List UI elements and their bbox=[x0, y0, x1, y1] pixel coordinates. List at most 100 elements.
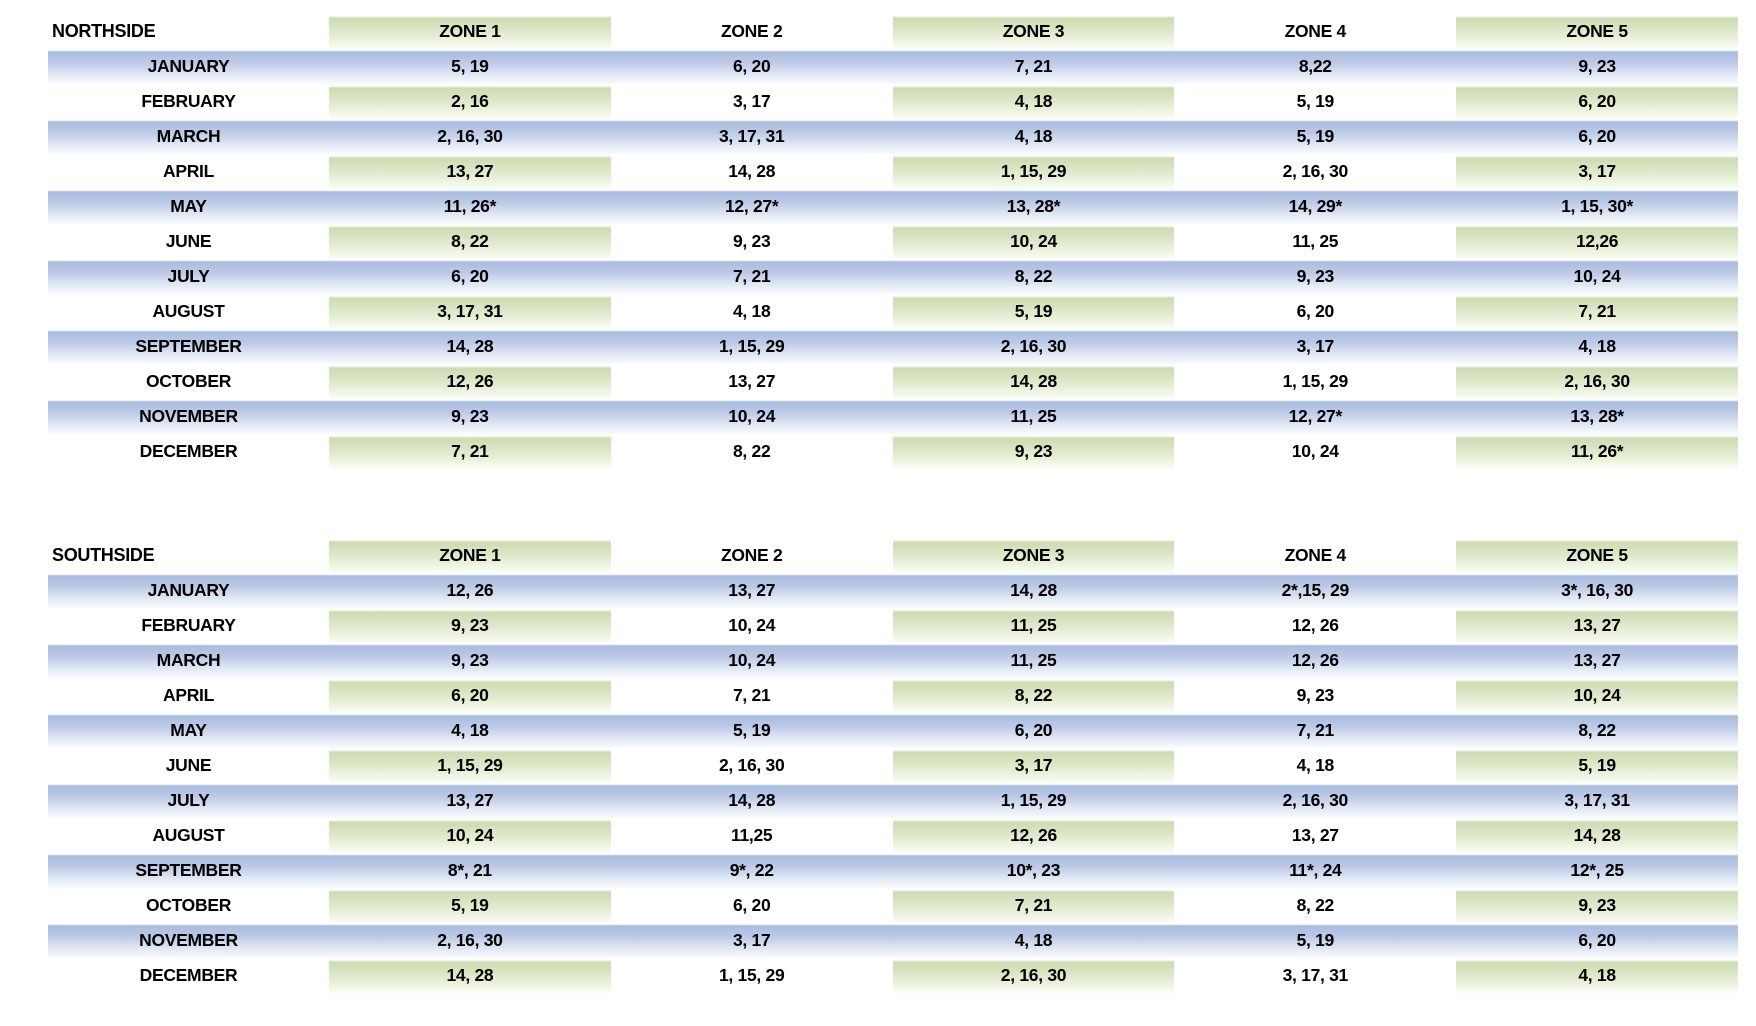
schedule-dates-cell: 7, 21 bbox=[329, 434, 611, 469]
schedule-dates-cell: 2, 16 bbox=[329, 84, 611, 119]
schedule-dates-cell: 2, 16, 30 bbox=[892, 958, 1175, 993]
schedule-dates-cell: 6, 20 bbox=[1456, 84, 1738, 119]
schedule-dates-cell: 5, 19 bbox=[892, 294, 1175, 329]
schedule-dates-cell: 13, 27 bbox=[446, 790, 494, 810]
schedule-dates-cell: 6, 20 bbox=[451, 266, 489, 286]
table-row: FEBRUARY 9, 23 10, 24 11, 25 12, 26 13, 27 bbox=[48, 608, 1738, 643]
zone-header: ZONE 1 bbox=[329, 14, 611, 49]
schedule-dates-cell: 7, 21 bbox=[1296, 720, 1335, 740]
month-label: SEPTEMBER bbox=[135, 860, 242, 880]
schedule-dates-cell: 1, 15, 29 bbox=[718, 336, 785, 356]
month-label: MAY bbox=[170, 196, 207, 216]
schedule-dates-cell: 1, 15, 29 bbox=[1282, 371, 1349, 391]
table-row: APRIL 13, 27 14, 28 1, 15, 29 2, 16, 30 3, 17 bbox=[48, 154, 1738, 189]
schedule-dates-cell: 6, 20 bbox=[1296, 301, 1335, 321]
schedule-dates-cell: 12,26 bbox=[1456, 224, 1738, 259]
schedule-dates-cell: 6, 20 bbox=[1578, 126, 1616, 146]
schedule-dates-cell: 3*, 16, 30 bbox=[1561, 580, 1634, 600]
schedule-dates-cell: 3, 17 bbox=[1456, 154, 1738, 189]
schedule-dates-cell: 3, 17 bbox=[892, 748, 1175, 783]
zone-header: ZONE 1 bbox=[329, 538, 611, 573]
schedule-dates-cell: 9, 23 bbox=[732, 231, 771, 251]
zone-header: ZONE 5 bbox=[1456, 538, 1738, 573]
table-row: JULY 6, 20 7, 21 8, 22 9, 23 10, 24 bbox=[48, 259, 1738, 294]
schedule-dates-cell: 8, 22 bbox=[329, 224, 611, 259]
table-row: JANUARY 12, 26 13, 27 14, 28 2*,15, 29 3*, 16… bbox=[48, 573, 1738, 608]
table-row: MARCH 2, 16, 30 3, 17, 31 4, 18 5, 19 6, 20 bbox=[48, 119, 1738, 154]
table-row: DECEMBER 7, 21 8, 22 9, 23 10, 24 11, 26* bbox=[48, 434, 1738, 469]
schedule-dates-cell: 8, 22 bbox=[1578, 720, 1616, 740]
schedule-dates-cell: 5, 19 bbox=[1296, 91, 1335, 111]
schedule-dates-cell: 1, 15, 29 bbox=[1000, 790, 1067, 810]
schedule-dates-cell: 14, 28 bbox=[728, 790, 776, 810]
schedule-dates-cell: 8, 22 bbox=[1014, 266, 1053, 286]
month-label: MARCH bbox=[156, 650, 221, 670]
schedule-dates-cell: 10, 24 bbox=[1291, 441, 1339, 461]
table-row: MAY 4, 18 5, 19 6, 20 7, 21 8, 22 bbox=[48, 713, 1738, 748]
schedule-dates-cell: 7, 21 bbox=[732, 685, 771, 705]
schedule-dates-cell: 9, 23 bbox=[1296, 266, 1335, 286]
schedule-dates-cell: 9, 23 bbox=[892, 434, 1175, 469]
table-row: AUGUST 3, 17, 31 4, 18 5, 19 6, 20 7, 21 bbox=[48, 294, 1738, 329]
schedule-dates-cell: 12, 27* bbox=[725, 196, 779, 216]
schedule-dates-cell: 13, 28* bbox=[1006, 196, 1061, 216]
schedule-dates-cell: 12, 26 bbox=[329, 364, 611, 399]
schedule-dates-cell: 7, 21 bbox=[1014, 56, 1053, 76]
schedule-dates-cell: 7, 21 bbox=[892, 888, 1175, 923]
schedule-dates-cell: 12, 26 bbox=[892, 818, 1175, 853]
table-row: OCTOBER 12, 26 13, 27 14, 28 1, 15, 29 2, 16,… bbox=[48, 364, 1738, 399]
zone-header: ZONE 4 bbox=[1284, 21, 1347, 41]
month-label: JANUARY bbox=[147, 580, 230, 600]
schedule-dates-cell: 2, 16, 30 bbox=[437, 126, 503, 146]
schedule-dates-cell: 11, 25 bbox=[1292, 231, 1339, 251]
schedule-dates-cell: 13, 27 bbox=[1456, 608, 1738, 643]
header-row: NORTHSIDE ZONE 1 ZONE 2 ZONE 3 ZONE 4 ZONE 5 bbox=[48, 14, 1738, 49]
table-row: SEPTEMBER 14, 28 1, 15, 29 2, 16, 30 3, 17 4,… bbox=[48, 329, 1738, 364]
schedule-dates-cell: 11, 25 bbox=[1010, 406, 1057, 426]
schedule-dates-cell: 10, 24 bbox=[728, 406, 776, 426]
schedule-dates-cell: 14, 28 bbox=[892, 364, 1175, 399]
month-label: MAY bbox=[170, 720, 207, 740]
table-row: JANUARY 5, 19 6, 20 7, 21 8,22 9, 23 bbox=[48, 49, 1738, 84]
schedule-dates-cell: 5, 19 bbox=[1296, 126, 1335, 146]
month-label: APRIL bbox=[162, 685, 214, 705]
table-row: MAY 11, 26* 12, 27* 13, 28* 14, 29* 1, 15, 30… bbox=[48, 189, 1738, 224]
month-label: JANUARY bbox=[147, 56, 230, 76]
schedule-dates-cell: 5, 19 bbox=[1456, 748, 1738, 783]
month-label: JUNE bbox=[165, 231, 212, 251]
schedule-dates-cell: 3, 17 bbox=[732, 930, 771, 950]
zone-header: ZONE 5 bbox=[1456, 14, 1738, 49]
schedule-dates-cell: 2, 16, 30 bbox=[718, 755, 785, 775]
schedule-dates-cell: 11*, 24 bbox=[1289, 860, 1342, 880]
schedule-dates-cell: 8, 22 bbox=[732, 441, 771, 461]
table-row: NOVEMBER 9, 23 10, 24 11, 25 12, 27* 13, 28* bbox=[48, 399, 1738, 434]
schedule-dates-cell: 2, 16, 30 bbox=[437, 930, 503, 950]
schedule-dates-cell: 9, 23 bbox=[1456, 888, 1738, 923]
schedule-dates-cell: 8*, 21 bbox=[447, 860, 492, 880]
schedule-dates-cell: 10, 24 bbox=[1573, 266, 1621, 286]
month-label: JULY bbox=[167, 790, 210, 810]
schedule-dates-cell: 11, 25 bbox=[1010, 650, 1057, 670]
schedule-dates-cell: 4, 18 bbox=[1014, 930, 1053, 950]
table-row: OCTOBER 5, 19 6, 20 7, 21 8, 22 9, 23 bbox=[48, 888, 1738, 923]
month-label: DECEMBER bbox=[139, 965, 238, 985]
schedule-dates-cell: 1, 15, 30* bbox=[1561, 196, 1634, 216]
schedule-dates-cell: 14, 29* bbox=[1288, 196, 1343, 216]
month-label: AUGUST bbox=[152, 825, 225, 845]
schedule-dates-cell: 5, 19 bbox=[329, 888, 611, 923]
schedule-dates-cell: 11, 26* bbox=[443, 196, 497, 216]
schedule-dates-cell: 10*, 23 bbox=[1006, 860, 1061, 880]
schedule-dates-cell: 9, 23 bbox=[329, 608, 611, 643]
month-label: FEBRUARY bbox=[141, 615, 236, 635]
schedule-dates-cell: 3, 17, 31 bbox=[329, 294, 611, 329]
month-label: APRIL bbox=[162, 161, 214, 181]
table-row: NOVEMBER 2, 16, 30 3, 17 4, 18 5, 19 6, 20 bbox=[48, 923, 1738, 958]
schedule-dates-cell: 13, 28* bbox=[1570, 406, 1624, 426]
zone-header: ZONE 4 bbox=[1284, 545, 1347, 565]
schedule-dates-cell: 12*, 25 bbox=[1570, 860, 1624, 880]
section-title: NORTHSIDE bbox=[52, 21, 156, 41]
schedule-dates-cell: 7, 21 bbox=[1456, 294, 1738, 329]
schedule-dates-cell: 4, 18 bbox=[451, 720, 489, 740]
